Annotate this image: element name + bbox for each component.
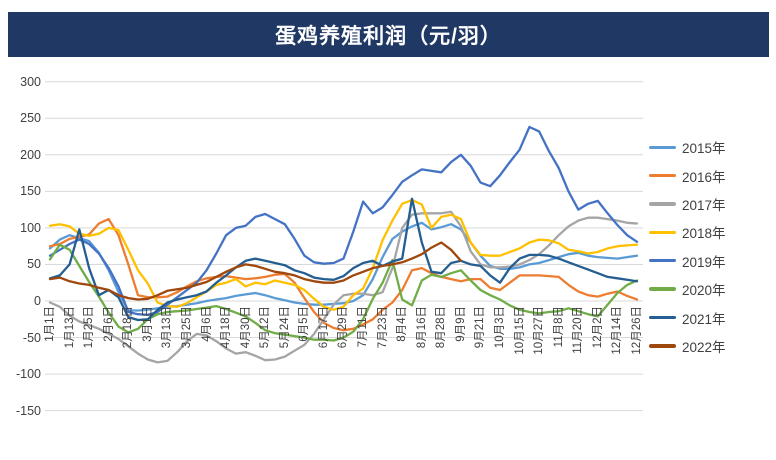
x-tick-label: 3月25日	[180, 306, 193, 349]
x-tick-label: 3月1日	[141, 306, 154, 342]
y-tick-label: -50	[22, 330, 41, 345]
legend-item-2015年: 2015年	[649, 133, 726, 161]
legend-item-2020年: 2020年	[649, 275, 726, 303]
legend-item-2016年: 2016年	[649, 161, 726, 189]
x-tick-label: 9月9日	[454, 306, 467, 342]
series-line-2021年	[48, 197, 639, 322]
series-line-2022年	[48, 241, 463, 301]
legend-label: 2022年	[682, 339, 726, 355]
y-tick-label: 300	[20, 74, 41, 89]
series-line-2019年	[48, 125, 639, 317]
legend-label: 2017年	[682, 197, 726, 213]
x-tick-label: 10月27日	[533, 306, 546, 355]
legend-label: 2020年	[682, 283, 726, 299]
legend-label: 2015年	[682, 141, 726, 157]
legend-item-2017年: 2017年	[649, 190, 726, 218]
x-tick-label: 5月12日	[259, 306, 272, 349]
x-tick-label: 4月30日	[239, 306, 252, 349]
series-line-2018年	[48, 198, 639, 311]
legend-label: 2016年	[682, 169, 726, 185]
x-tick-label: 4月18日	[220, 306, 233, 349]
legend: 2015年 2016年 2017年 2018年 2019年 2020年 2021年 2022年	[649, 133, 726, 360]
chart-title-bar: 蛋鸡养殖利润（元/羽）	[8, 12, 769, 57]
y-tick-label: 150	[20, 184, 41, 199]
legend-item-2019年: 2019年	[649, 247, 726, 275]
x-tick-label: 6月17日	[317, 306, 330, 349]
x-tick-label: 1月1日	[44, 306, 56, 342]
x-tick-label: 11月8日	[552, 306, 565, 348]
x-tick-label: 9月21日	[474, 306, 487, 349]
y-tick-label: 50	[27, 257, 41, 272]
y-tick-label: 0	[34, 294, 41, 308]
legend-swatch-icon	[649, 259, 676, 263]
legend-swatch-icon	[649, 202, 676, 206]
x-tick-label: 2月18日	[122, 306, 135, 349]
legend-label: 2021年	[682, 311, 726, 327]
x-tick-label: 7月11日	[357, 306, 370, 348]
series-line-2016年	[48, 217, 639, 332]
x-tick-label: 8月4日	[396, 306, 409, 342]
x-tick-label: 7月23日	[376, 306, 389, 349]
legend-swatch-icon	[649, 315, 676, 320]
x-tick-label: 4月6日	[200, 306, 213, 342]
x-tick-label: 12月14日	[611, 306, 624, 355]
x-tick-label: 8月28日	[435, 306, 448, 349]
legend-label: 2018年	[682, 226, 726, 242]
y-tick-label: 250	[20, 111, 41, 126]
x-tick-label: 1月13日	[63, 306, 76, 349]
legend-swatch-icon	[649, 344, 676, 348]
x-tick-label: 1月25日	[83, 306, 96, 349]
legend-item-2018年: 2018年	[649, 218, 726, 246]
x-tick-label: 3月13日	[161, 306, 174, 349]
chart-title: 蛋鸡养殖利润（元/羽）	[275, 24, 502, 48]
legend-label: 2019年	[682, 254, 726, 270]
y-tick-label: 100	[20, 220, 41, 235]
x-tick-label: 5月24日	[278, 306, 291, 349]
x-tick-label: 11月20日	[572, 306, 585, 354]
legend-item-2021年: 2021年	[649, 303, 726, 331]
x-tick-label: 12月26日	[630, 306, 643, 355]
y-tick-label: 200	[20, 147, 41, 162]
legend-swatch-icon	[649, 145, 676, 149]
x-tick-label: 6月29日	[337, 306, 350, 349]
x-tick-label: 10月3日	[494, 306, 507, 349]
y-tick-label: -150	[15, 403, 41, 418]
series-line-2015年	[48, 221, 639, 312]
x-tick-label: 10月15日	[513, 306, 526, 355]
legend-swatch-icon	[649, 173, 676, 178]
y-tick-label: -100	[15, 367, 41, 382]
legend-swatch-icon	[649, 287, 676, 291]
legend-swatch-icon	[649, 230, 676, 235]
x-tick-label: 12月2日	[591, 306, 604, 349]
x-tick-label: 2月6日	[102, 306, 115, 342]
x-tick-label: 6月5日	[298, 306, 311, 342]
legend-item-2022年: 2022年	[649, 332, 726, 360]
x-tick-label: 8月16日	[415, 306, 428, 349]
